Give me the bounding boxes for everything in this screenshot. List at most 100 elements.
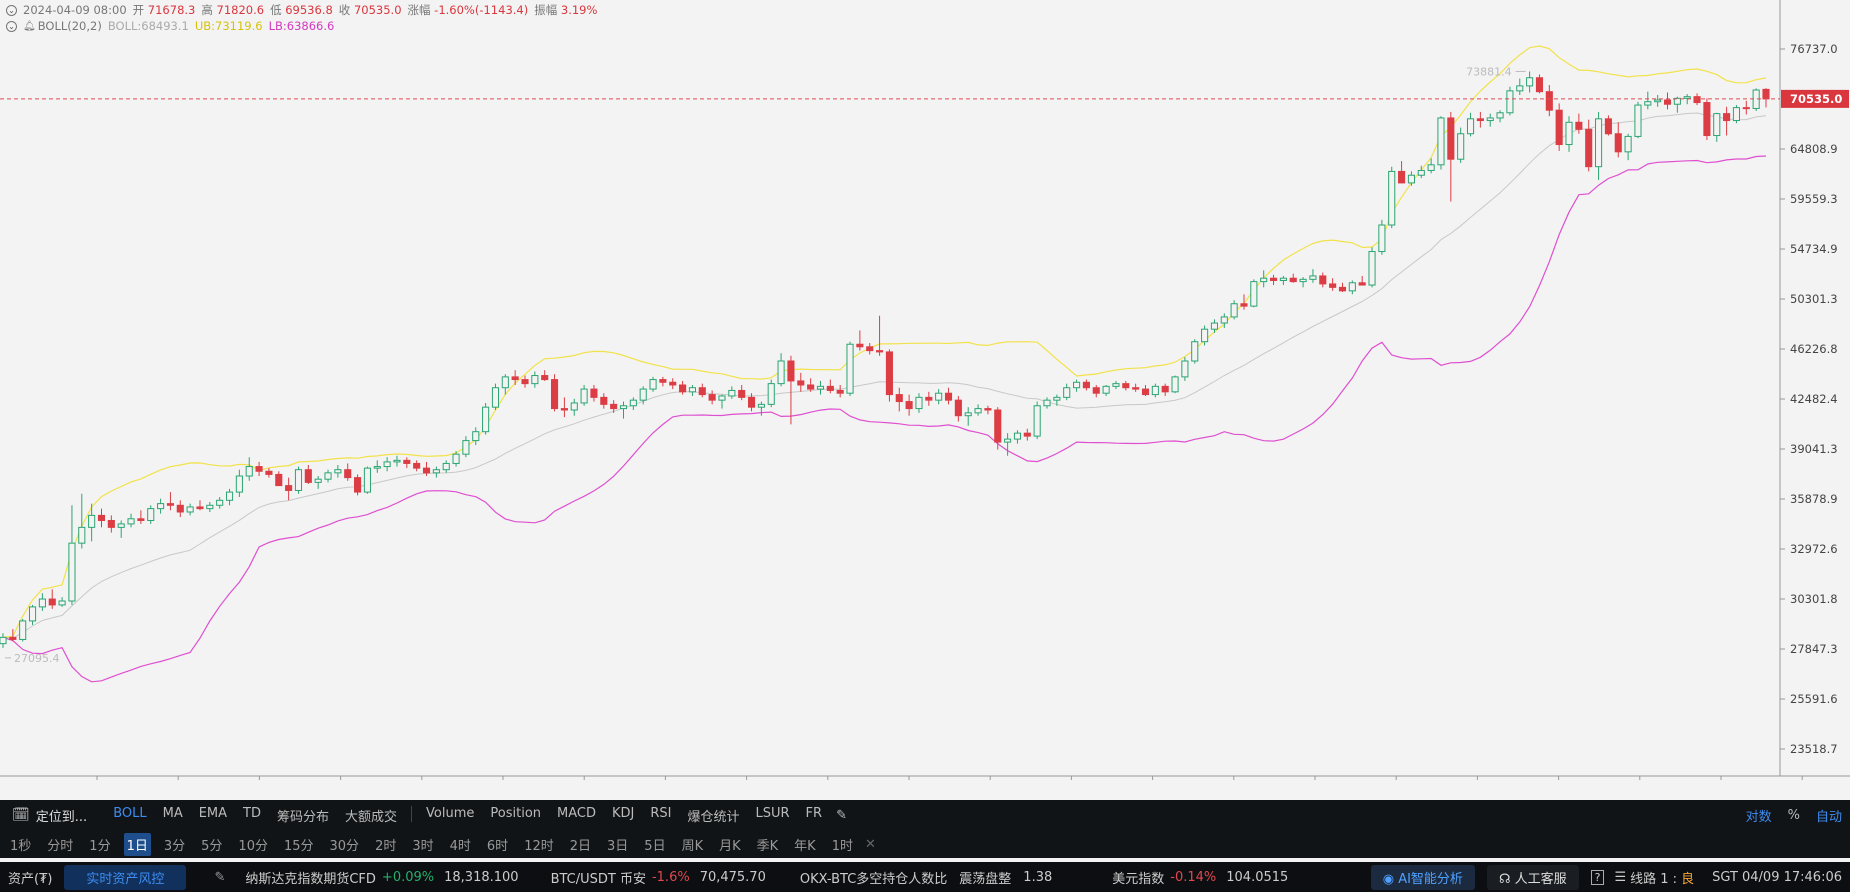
candle[interactable] [895, 387, 903, 412]
candle[interactable] [472, 427, 480, 446]
candle[interactable] [1309, 269, 1317, 283]
candle[interactable] [383, 457, 391, 472]
chevron-down-icon[interactable]: ⌄ [6, 4, 17, 16]
candle[interactable] [836, 384, 844, 398]
candle[interactable] [1624, 133, 1632, 161]
candle[interactable] [422, 461, 431, 477]
risk-control-button[interactable]: 实时资产风控 [64, 864, 187, 890]
candle[interactable] [1604, 115, 1612, 136]
candle[interactable] [1614, 122, 1622, 158]
candle[interactable] [1398, 161, 1406, 184]
candle[interactable] [738, 384, 746, 401]
candle[interactable] [570, 398, 578, 416]
candle[interactable] [787, 355, 795, 425]
candle[interactable] [216, 497, 224, 509]
candle[interactable] [1230, 300, 1238, 320]
candle[interactable] [610, 400, 618, 413]
candle[interactable] [176, 500, 184, 518]
candle[interactable] [393, 455, 401, 467]
timeframe-tab-20[interactable]: 年K [794, 838, 816, 854]
candle[interactable] [649, 376, 657, 392]
candle[interactable] [196, 500, 204, 511]
log-scale-toggle[interactable]: 对数 [1745, 809, 1772, 825]
candle[interactable] [275, 471, 283, 487]
candle[interactable] [1506, 86, 1514, 116]
indicator-tab-10[interactable]: RSI [650, 805, 672, 821]
usd-index-name[interactable]: 美元指数 [1112, 871, 1165, 887]
candle[interactable] [137, 510, 145, 524]
candle[interactable] [856, 330, 864, 351]
candle[interactable] [1210, 319, 1219, 333]
candle[interactable] [1742, 100, 1750, 115]
candle[interactable] [1368, 247, 1376, 288]
candle[interactable] [1250, 279, 1258, 308]
candle[interactable] [994, 407, 1002, 450]
candle[interactable] [708, 390, 716, 405]
indicator-tab-13[interactable]: FR [805, 805, 823, 821]
candle[interactable] [1240, 294, 1248, 310]
timeframe-tab-14[interactable]: 2日 [569, 838, 592, 854]
candle[interactable] [600, 393, 608, 409]
indicator-tab-8[interactable]: MACD [557, 805, 596, 821]
timeframe-tab-8[interactable]: 30分 [329, 838, 360, 854]
candle[interactable] [1013, 430, 1022, 444]
timeframe-tab-12[interactable]: 6时 [486, 838, 509, 854]
candle[interactable] [1191, 339, 1199, 364]
candle[interactable] [28, 604, 37, 625]
timeframe-tab-17[interactable]: 周K [681, 838, 704, 854]
close-icon[interactable]: ✕ [864, 836, 876, 852]
candle[interactable] [166, 492, 174, 511]
candle[interactable] [925, 391, 933, 406]
candle[interactable] [905, 394, 913, 416]
candle[interactable] [511, 370, 519, 385]
customer-service-button[interactable]: ☊ 人工客服 [1486, 864, 1579, 890]
assets-label[interactable]: 资产(₮) [8, 871, 53, 887]
candle[interactable] [0, 633, 7, 648]
timeframe-tab-11[interactable]: 4时 [449, 838, 471, 854]
candle[interactable] [1082, 379, 1090, 391]
indicator-tab-3[interactable]: TD [243, 805, 261, 821]
candle[interactable] [88, 503, 96, 542]
timeframe-tab-19[interactable]: 季K [756, 838, 779, 854]
candle[interactable] [698, 383, 706, 398]
candle[interactable] [1269, 274, 1278, 286]
candle[interactable] [206, 501, 214, 512]
candle[interactable] [1151, 383, 1159, 398]
candle[interactable] [1181, 357, 1189, 381]
candle[interactable] [344, 463, 352, 481]
candle[interactable] [1299, 277, 1307, 288]
candle[interactable] [314, 476, 322, 489]
calendar-icon[interactable]: 🗓︎ [12, 807, 30, 823]
candle[interactable] [777, 353, 785, 387]
candle[interactable] [107, 515, 115, 533]
candle[interactable] [294, 466, 303, 494]
candle[interactable] [265, 468, 273, 478]
candle[interactable] [1575, 113, 1583, 134]
candle[interactable] [767, 379, 775, 408]
candle[interactable] [1565, 116, 1573, 152]
candle[interactable] [944, 387, 953, 405]
candle[interactable] [816, 380, 825, 395]
indicator-tab-6[interactable]: Volume [426, 805, 475, 821]
candle[interactable] [659, 376, 667, 387]
candle[interactable] [1486, 113, 1494, 127]
timeframe-tab-18[interactable]: 月K [719, 838, 741, 854]
candle[interactable] [1073, 379, 1081, 392]
candle[interactable] [757, 401, 765, 416]
candle[interactable] [1260, 270, 1268, 288]
candle[interactable] [1279, 275, 1287, 286]
locate-button[interactable]: 定位到... [35, 809, 88, 825]
candle[interactable] [68, 505, 76, 605]
timeframe-tab-15[interactable]: 3日 [607, 838, 629, 854]
candle[interactable] [1732, 105, 1741, 124]
candle[interactable] [1595, 111, 1603, 181]
percent-scale-toggle[interactable]: % [1787, 807, 1800, 823]
chevron-down-icon[interactable]: ⌄ [6, 20, 17, 32]
candle[interactable] [807, 378, 815, 392]
timeframe-tab-4[interactable]: 3分 [163, 838, 186, 854]
candle[interactable] [560, 397, 568, 418]
candle[interactable] [747, 393, 756, 412]
timeframe-tab-7[interactable]: 15分 [283, 838, 314, 854]
candle[interactable] [1663, 92, 1672, 110]
candle[interactable] [531, 371, 539, 388]
